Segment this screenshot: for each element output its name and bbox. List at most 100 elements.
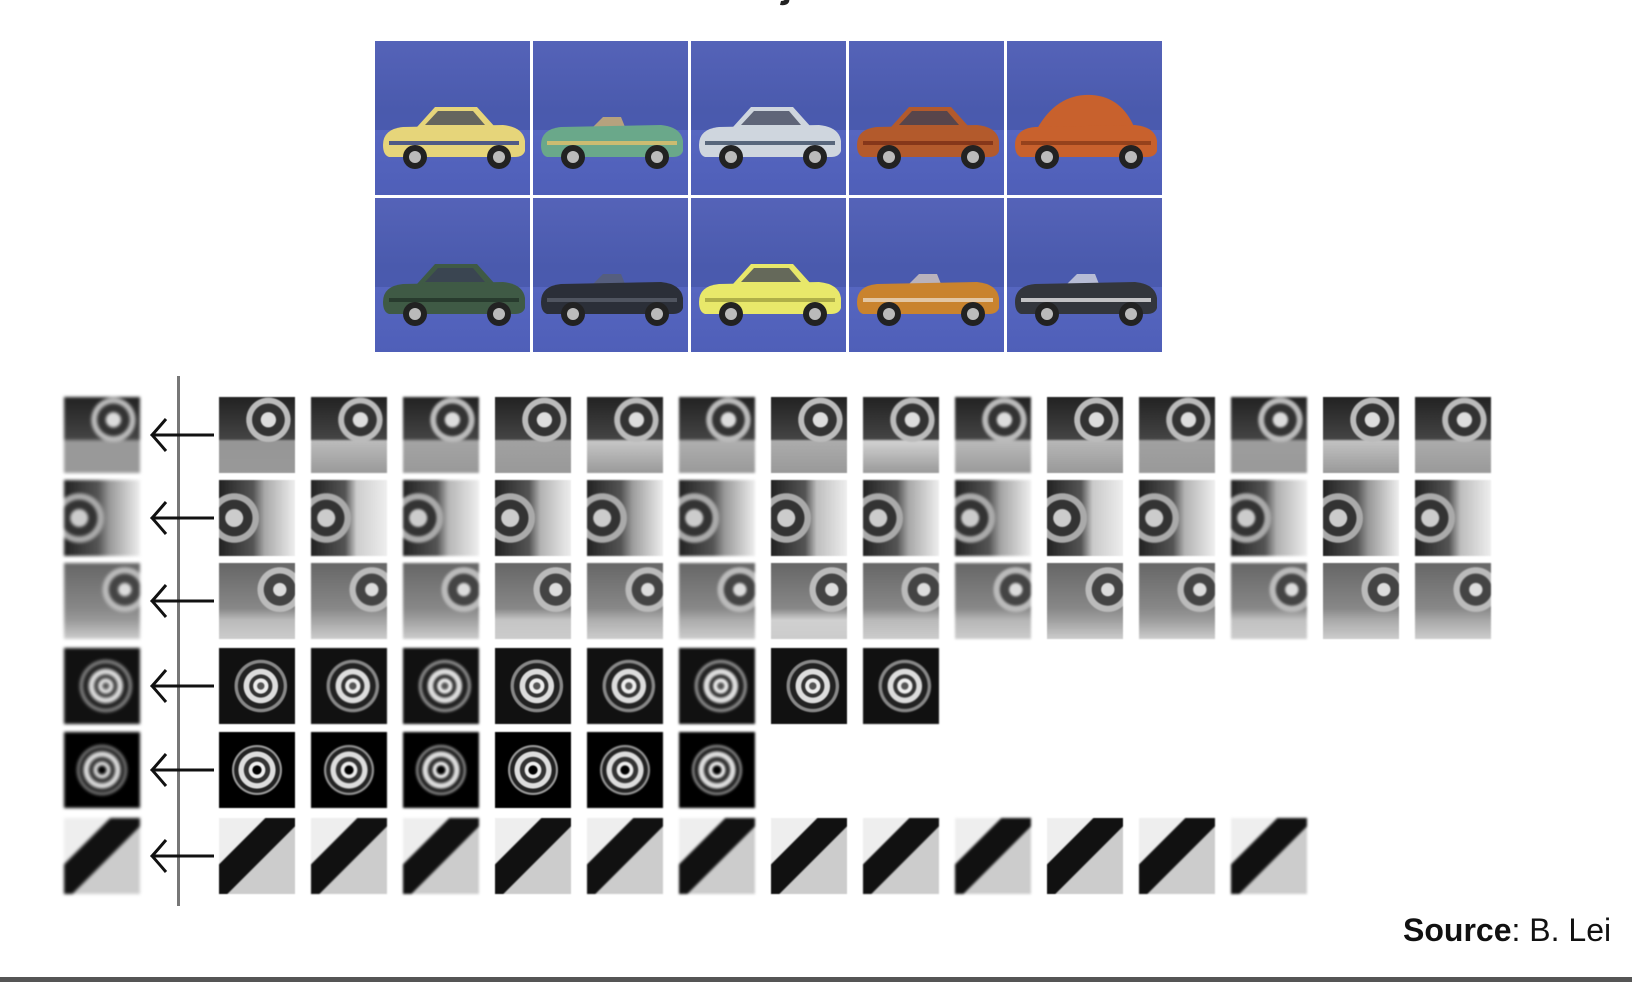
left-arrow-icon — [149, 584, 214, 618]
car-illustration — [857, 107, 999, 169]
feature-patch — [495, 732, 571, 808]
feature-patch — [1415, 563, 1491, 639]
feature-patch — [771, 818, 847, 894]
feature-patch — [1139, 397, 1215, 473]
car-illustration — [541, 117, 683, 169]
car-illustration — [383, 107, 525, 169]
car-image-orange-beetle — [1007, 41, 1162, 195]
feature-patch — [955, 563, 1031, 639]
feature-patch — [587, 397, 663, 473]
left-arrow-icon — [149, 753, 214, 787]
feature-patch — [587, 648, 663, 724]
feature-patch — [219, 648, 295, 724]
feature-patch — [311, 648, 387, 724]
source-label: Source — [1403, 912, 1512, 948]
representative-patch — [64, 648, 140, 724]
car-illustration — [383, 264, 525, 326]
feature-patch — [679, 818, 755, 894]
feature-patch — [1231, 818, 1307, 894]
feature-patch — [679, 480, 755, 556]
feature-patch — [863, 818, 939, 894]
feature-patch — [679, 648, 755, 724]
feature-patch — [1323, 397, 1399, 473]
feature-patch — [1231, 563, 1307, 639]
feature-patch — [311, 563, 387, 639]
feature-patch — [1047, 480, 1123, 556]
feature-patch — [771, 648, 847, 724]
feature-patch — [219, 397, 295, 473]
feature-patch — [1139, 818, 1215, 894]
feature-patch — [1323, 563, 1399, 639]
feature-patch — [1231, 397, 1307, 473]
car-image-silver-coupe — [691, 41, 846, 195]
feature-patch — [587, 563, 663, 639]
representative-patch — [64, 732, 140, 808]
car-image-yellow-supercar — [691, 198, 846, 352]
vertical-divider — [177, 376, 180, 906]
feature-patch — [863, 397, 939, 473]
feature-patch — [403, 818, 479, 894]
left-arrow-icon — [149, 669, 214, 703]
left-arrow-icon — [149, 501, 214, 535]
feature-patch — [863, 563, 939, 639]
feature-patch — [1323, 480, 1399, 556]
feature-patch — [1231, 480, 1307, 556]
feature-patch — [863, 480, 939, 556]
feature-patch — [955, 480, 1031, 556]
feature-patch — [311, 818, 387, 894]
feature-patch — [403, 480, 479, 556]
feature-patch — [403, 397, 479, 473]
representative-patch — [64, 563, 140, 639]
feature-patch — [679, 563, 755, 639]
feature-patch — [1047, 818, 1123, 894]
car-illustration — [541, 274, 683, 326]
feature-patch — [311, 397, 387, 473]
feature-patch — [1047, 397, 1123, 473]
feature-patch — [495, 397, 571, 473]
source-citation: Source: B. Lei — [1403, 912, 1611, 949]
feature-patch — [495, 480, 571, 556]
feature-patch — [771, 397, 847, 473]
feature-patch — [403, 732, 479, 808]
car-image-green-roadster — [533, 41, 688, 195]
car-image-grid — [375, 41, 1162, 352]
feature-patch — [771, 563, 847, 639]
feature-patch — [495, 818, 571, 894]
car-image-black-convertible — [533, 198, 688, 352]
feature-patch — [403, 563, 479, 639]
feature-patch — [1139, 563, 1215, 639]
feature-patch — [403, 648, 479, 724]
representative-patch — [64, 480, 140, 556]
left-arrow-icon — [149, 418, 214, 452]
feature-patch — [1047, 563, 1123, 639]
feature-patch — [1139, 480, 1215, 556]
representative-patch — [64, 818, 140, 894]
feature-patch — [679, 732, 755, 808]
car-illustration — [1015, 94, 1157, 169]
feature-patch — [587, 818, 663, 894]
representative-patch — [64, 397, 140, 473]
bottom-bar — [0, 977, 1632, 982]
car-image-orange-sportscar — [849, 41, 1004, 195]
car-illustration — [699, 107, 841, 169]
feature-patch — [1415, 480, 1491, 556]
feature-patch — [311, 480, 387, 556]
feature-patch — [495, 563, 571, 639]
car-image-black-roadster — [1007, 198, 1162, 352]
feature-patch — [219, 563, 295, 639]
car-image-yellow-sedan — [375, 41, 530, 195]
feature-patch — [219, 480, 295, 556]
feature-patch — [587, 732, 663, 808]
car-image-orange-convertible — [849, 198, 1004, 352]
left-arrow-icon — [149, 839, 214, 873]
feature-patch — [587, 480, 663, 556]
feature-patch — [495, 648, 571, 724]
car-illustration — [699, 264, 841, 326]
feature-patch — [679, 397, 755, 473]
feature-patch — [219, 818, 295, 894]
car-image-green-coupe — [375, 198, 530, 352]
title-fragment — [780, 0, 790, 6]
car-illustration — [857, 274, 999, 326]
feature-patch — [1415, 397, 1491, 473]
